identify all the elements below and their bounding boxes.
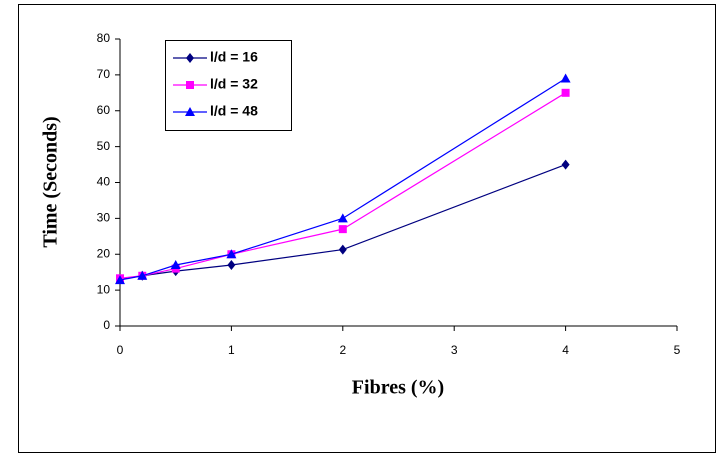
marker — [227, 260, 236, 271]
marker — [561, 159, 570, 170]
y-tick-label: 50 — [97, 139, 111, 153]
marker — [561, 88, 570, 97]
y-tick-label: 40 — [97, 175, 111, 189]
marker — [115, 275, 125, 285]
x-tick-label: 5 — [674, 343, 681, 357]
marker — [186, 81, 194, 89]
marker — [170, 260, 181, 270]
y-axis-title: Time (Seconds) — [40, 116, 62, 247]
y-tick-label: 70 — [97, 67, 111, 81]
y-tick-label: 0 — [103, 318, 110, 332]
marker — [186, 53, 194, 63]
legend-label: l/d = 32 — [210, 76, 258, 92]
y-tick-label: 30 — [97, 211, 111, 225]
chart-border — [18, 4, 716, 453]
legend-label: l/d = 48 — [210, 103, 258, 119]
marker — [137, 270, 148, 280]
y-tick-label: 10 — [97, 282, 111, 296]
marker — [338, 244, 347, 255]
y-tick-label: 60 — [97, 103, 111, 117]
x-tick-label: 3 — [451, 343, 458, 357]
x-axis-title: Fibres (%) — [352, 377, 444, 399]
marker — [337, 213, 348, 223]
marker — [560, 73, 571, 83]
x-tick-label: 0 — [117, 343, 124, 357]
y-tick-label: 80 — [97, 31, 111, 45]
marker — [185, 107, 195, 116]
legend-label: l/d = 16 — [210, 49, 258, 65]
series-line — [119, 77, 566, 281]
x-tick-label: 1 — [228, 343, 235, 357]
marker — [226, 249, 237, 259]
y-tick-label: 20 — [97, 246, 111, 260]
x-tick-label: 4 — [562, 343, 569, 357]
x-tick-label: 2 — [339, 343, 346, 357]
marker — [338, 225, 347, 234]
